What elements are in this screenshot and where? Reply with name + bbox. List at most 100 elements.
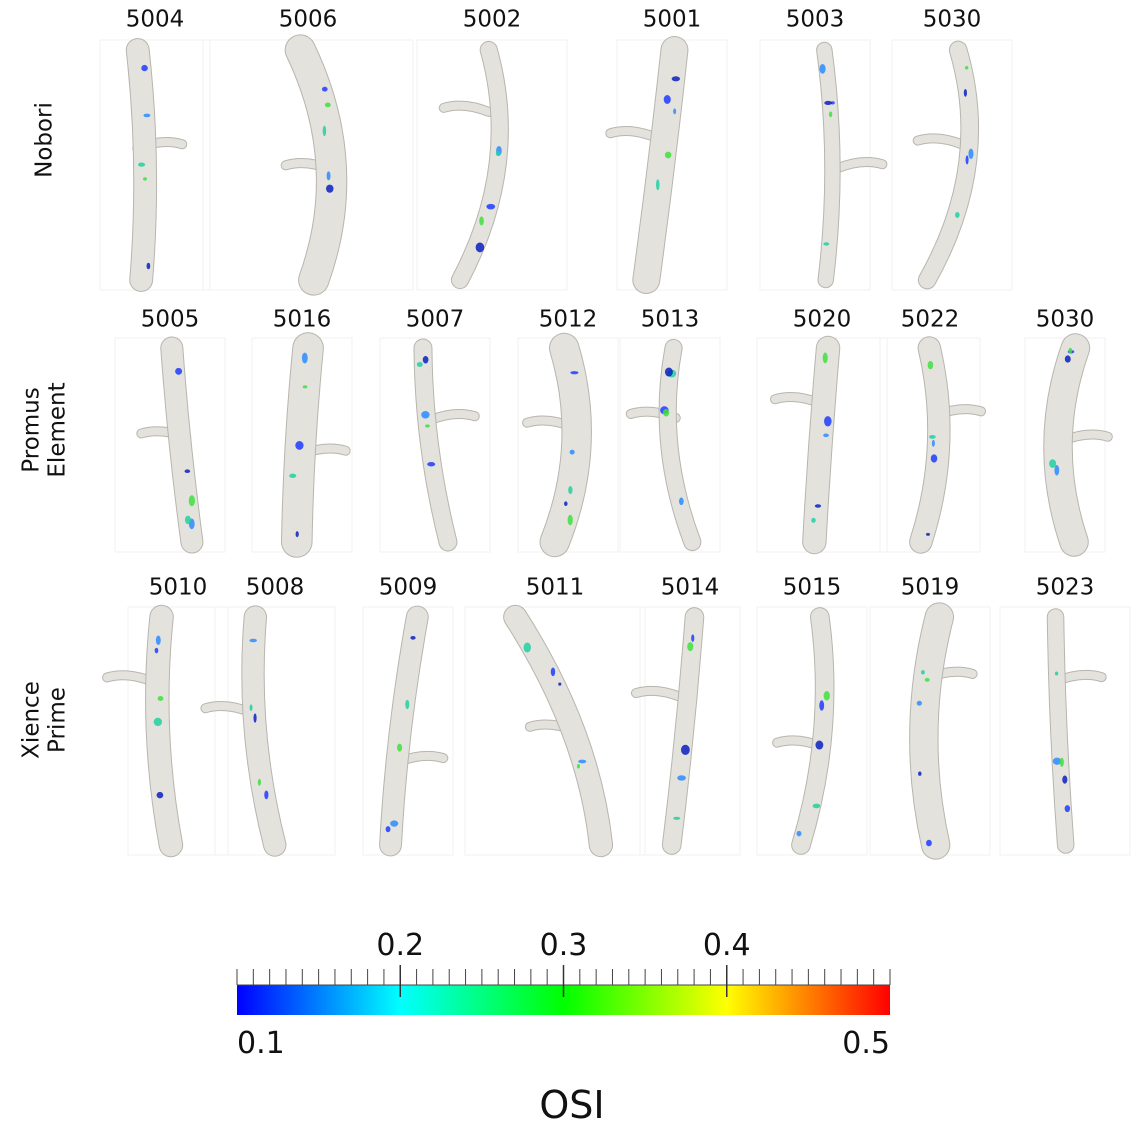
osi-spot: [143, 113, 151, 118]
panel-id: 5002: [463, 7, 522, 33]
row-label: Nobori: [32, 102, 58, 178]
osi-spot: [656, 179, 660, 191]
panel-id: 5030: [923, 7, 982, 33]
osi-spot: [184, 515, 191, 525]
tick-label: 0.5: [842, 1026, 890, 1061]
osi-spot: [421, 410, 430, 419]
vessel-panel: [630, 606, 741, 856]
osi-spot: [479, 216, 484, 226]
osi-spot: [1059, 757, 1064, 767]
panel-id: 5004: [126, 7, 185, 33]
vessel-panel: [464, 604, 646, 858]
osi-spot: [141, 64, 148, 72]
panel-id: 5001: [643, 7, 702, 33]
osi-spot: [823, 242, 830, 246]
row-label: Element: [45, 382, 71, 477]
panel-id: 5019: [901, 575, 960, 601]
osi-spot: [397, 743, 403, 752]
osi-spot: [155, 635, 161, 646]
vessel-panel: [879, 336, 987, 554]
panel-id: 5011: [526, 575, 585, 601]
osi-spot: [1054, 671, 1059, 676]
vessel: [918, 41, 978, 289]
tick-label: 0.1: [237, 1026, 285, 1061]
vessel-panel: [605, 36, 728, 294]
vessel: [792, 608, 834, 854]
osi-spot: [475, 242, 485, 253]
osi-spot: [264, 790, 269, 800]
vessel-branch: [833, 158, 887, 173]
osi-spot: [295, 441, 304, 450]
tick-label: 0.3: [540, 928, 588, 963]
osi-spot: [322, 125, 327, 137]
vessel-panel: [1024, 333, 1113, 557]
osi-spot: [815, 740, 824, 750]
colorbar-title: OSI: [539, 1083, 604, 1122]
vessel-panel: [416, 39, 568, 291]
osi-spot: [673, 816, 681, 820]
osi-spot: [824, 416, 832, 427]
osi-spot: [570, 371, 579, 375]
vessel: [803, 336, 840, 554]
osi-spot: [184, 469, 191, 474]
osi-spot: [301, 352, 308, 364]
osi-spot: [302, 385, 308, 389]
osi-spot: [663, 95, 671, 104]
vessel-branch: [631, 686, 685, 702]
osi-spot: [662, 408, 670, 417]
vessel-panel: [869, 602, 991, 860]
vessel: [285, 35, 347, 295]
osi-spot: [964, 65, 969, 70]
osi-spot: [926, 839, 932, 847]
vessel-panel: [200, 605, 336, 857]
row-label: Prime: [45, 687, 71, 753]
osi-spot: [812, 803, 821, 809]
osi-spot: [567, 514, 573, 526]
osi-spot: [325, 184, 334, 193]
osi-spot: [578, 759, 587, 764]
vessel: [540, 333, 591, 557]
vessel-panel: [756, 335, 888, 555]
panel-frame: [362, 606, 454, 856]
osi-spot: [671, 76, 681, 82]
vessel: [242, 606, 286, 856]
osi-spot: [390, 820, 399, 827]
panel-id: 5015: [783, 575, 842, 601]
vessel-panel: [102, 604, 229, 858]
panel-frame: [639, 606, 741, 856]
vessel: [161, 337, 203, 553]
osi-spot: [142, 177, 148, 181]
osi-spot: [156, 791, 164, 799]
osi-spot: [321, 86, 328, 92]
vessel: [380, 606, 428, 856]
osi-spot: [811, 517, 816, 523]
panel-frame: [379, 337, 491, 553]
row-label: Promus: [19, 387, 45, 472]
osi-spot: [295, 531, 299, 538]
vessel-panel: [517, 332, 619, 558]
vessel-panel: [759, 39, 888, 291]
osi-spot: [968, 148, 974, 160]
osi-spot: [955, 211, 960, 218]
osi-spot: [153, 717, 163, 727]
vessel-panel: [251, 332, 353, 558]
osi-spot: [564, 501, 568, 507]
panel-id: 5007: [406, 307, 465, 333]
osi-spot: [495, 151, 501, 157]
osi-spot: [558, 682, 562, 686]
vessel: [126, 39, 157, 291]
panel-id: 5009: [379, 575, 438, 601]
osi-spot: [664, 367, 673, 377]
osi-spot: [677, 775, 686, 781]
osi-spot: [930, 454, 938, 463]
osi-spot: [924, 677, 930, 682]
vessel-branch: [913, 134, 967, 149]
osi-spot: [965, 155, 969, 165]
osi-spot: [927, 360, 934, 370]
osi-spot: [814, 504, 822, 508]
osi-spot: [422, 356, 429, 364]
osi-spot: [963, 88, 967, 97]
osi-spot: [679, 497, 684, 506]
